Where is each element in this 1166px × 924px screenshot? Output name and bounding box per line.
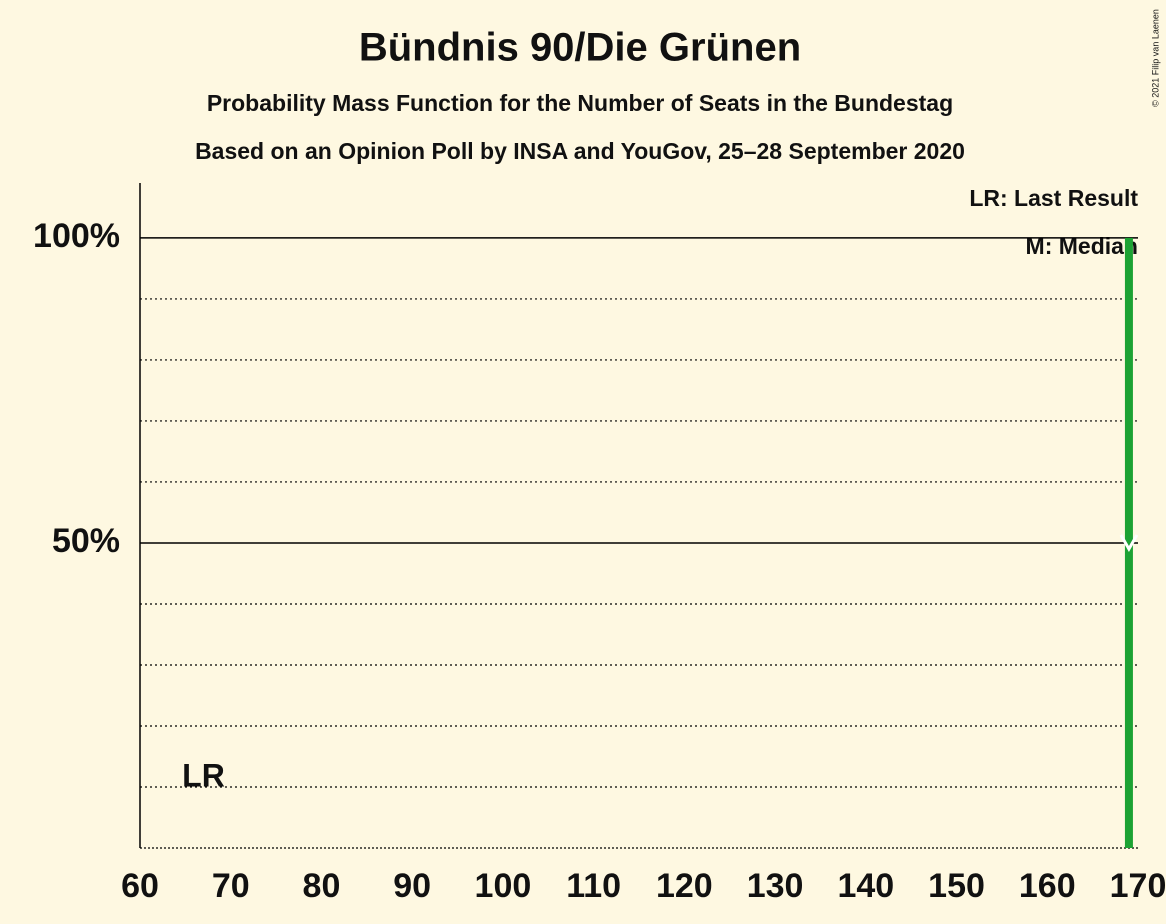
chart-subtitle: Probability Mass Function for the Number… — [207, 90, 953, 116]
median-marker — [1119, 534, 1139, 552]
bar — [1124, 237, 1133, 848]
x-tick-label: 170 — [1110, 867, 1166, 905]
x-tick-label: 160 — [1019, 867, 1076, 905]
last-result-marker: LR — [182, 757, 225, 793]
x-tick-label: 110 — [566, 867, 621, 905]
x-tick-label: 140 — [837, 867, 894, 905]
legend-entry: M: Median — [1026, 233, 1138, 259]
x-tick-label: 90 — [393, 867, 431, 905]
x-tick-label: 130 — [747, 867, 804, 905]
x-tick-label: 120 — [656, 867, 713, 905]
y-tick-label: 50% — [52, 522, 120, 560]
x-tick-label: 80 — [303, 867, 341, 905]
x-tick-label: 70 — [212, 867, 250, 905]
y-tick-label: 100% — [33, 217, 120, 255]
copyright: © 2021 Filip van Laenen — [1150, 9, 1160, 107]
x-tick-label: 60 — [121, 867, 159, 905]
chart-title: Bündnis 90/Die Grünen — [359, 26, 801, 70]
legend-entry: LR: Last Result — [969, 185, 1138, 211]
x-tick-label: 150 — [928, 867, 985, 905]
chart-subtitle: Based on an Opinion Poll by INSA and You… — [195, 138, 965, 164]
x-tick-label: 100 — [475, 867, 532, 905]
